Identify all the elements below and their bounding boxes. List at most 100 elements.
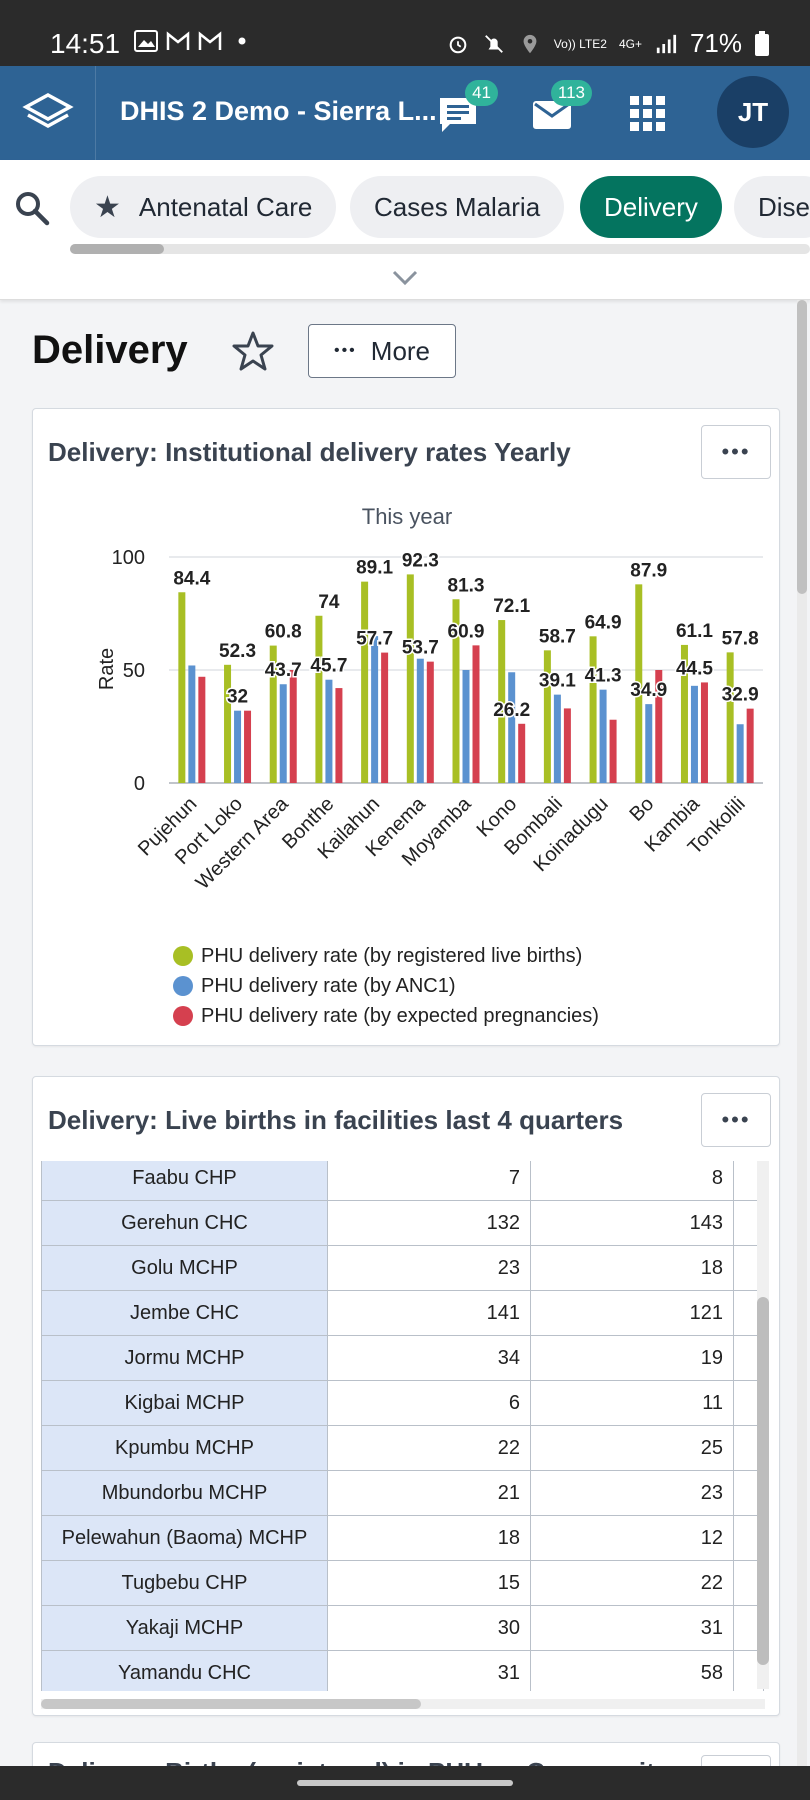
chip-disease[interactable]: Dise [734, 176, 810, 238]
value-cell: 25 [530, 1425, 734, 1471]
data-label: 34.9 [630, 680, 667, 701]
bar[interactable] [599, 689, 607, 783]
chip-cases-malaria[interactable]: Cases Malaria [350, 176, 565, 238]
table-row: Mbundorbu MCHP 21 23 [41, 1470, 764, 1516]
table-row: Pelewahun (Baoma) MCHP 18 12 [41, 1515, 764, 1561]
y-axis-label: Rate [96, 648, 118, 690]
chevron-down-icon[interactable] [392, 270, 418, 286]
bar[interactable] [609, 719, 617, 783]
bar[interactable] [325, 679, 333, 783]
chip-antenatal-care[interactable]: ★ Antenatal Care [70, 176, 337, 238]
bar[interactable] [315, 615, 323, 783]
page-scrollbar-thumb[interactable] [797, 300, 807, 594]
bar[interactable] [736, 724, 744, 783]
bar[interactable] [589, 636, 597, 783]
bar[interactable] [381, 652, 389, 783]
bar[interactable] [472, 645, 480, 783]
data-label: 39.1 [539, 671, 576, 692]
bar[interactable] [655, 670, 663, 783]
bar[interactable] [518, 723, 526, 783]
legend-item[interactable]: PHU delivery rate (by expected pregnanci… [173, 1001, 599, 1031]
legend-item[interactable]: PHU delivery rate (by registered live bi… [173, 941, 599, 971]
dhis2-logo[interactable] [0, 66, 96, 160]
value-cell: 121 [530, 1290, 734, 1336]
bar[interactable] [279, 684, 287, 783]
email-button[interactable]: 113 [530, 80, 592, 136]
battery-icon [755, 30, 769, 56]
data-label: 81.3 [448, 575, 485, 596]
bar[interactable] [244, 710, 252, 783]
chart-card: Delivery: Institutional delivery rates Y… [32, 408, 780, 1046]
data-label: 53.7 [402, 638, 439, 659]
bar[interactable] [462, 670, 470, 783]
bar[interactable] [553, 694, 561, 783]
data-label: 32.9 [722, 685, 759, 706]
value-cell: 7 [327, 1161, 531, 1201]
bar[interactable] [178, 592, 186, 783]
bar[interactable] [726, 652, 734, 783]
chat-icon [440, 98, 476, 132]
org-unit-cell: Kigbai MCHP [41, 1380, 328, 1426]
table-card-menu-button[interactable]: ••• [701, 1093, 771, 1147]
bar[interactable] [635, 584, 643, 783]
data-label: 61.1 [676, 621, 713, 642]
bar[interactable] [680, 644, 688, 783]
value-cell: 6 [327, 1380, 531, 1426]
mail-icon [533, 101, 571, 129]
data-label: 84.4 [173, 568, 210, 589]
home-gesture-pill[interactable] [297, 1780, 513, 1786]
messages-button[interactable]: 41 [436, 80, 498, 136]
bar[interactable] [416, 658, 424, 783]
bar[interactable] [746, 708, 754, 783]
bar[interactable] [224, 664, 232, 783]
dhis2-logo-icon [21, 93, 74, 128]
pivot-table[interactable]: Faabu CHP 7 8 Gerehun CHC 132 143 Golu MCHP 23 1… [41, 1161, 765, 1691]
bar[interactable] [508, 672, 516, 783]
y-tick-label: 100 [112, 547, 145, 569]
bar[interactable] [361, 581, 369, 783]
network-label: Vo)) LTE2 [553, 36, 607, 51]
table-row: Jormu MCHP 34 19 [41, 1335, 764, 1381]
bar[interactable] [371, 636, 379, 783]
page-scrollbar[interactable] [797, 300, 807, 1766]
value-cell: 132 [327, 1200, 531, 1246]
chip-label: Cases Malaria [374, 191, 541, 222]
bar[interactable] [498, 620, 506, 783]
bar[interactable] [563, 708, 571, 783]
bar[interactable] [426, 661, 434, 783]
value-cell: 21 [327, 1470, 531, 1516]
chart-card-menu-button[interactable]: ••• [701, 425, 771, 479]
bar-chart: This year Rate 0 50 100 84.4 52.3 32 60.8 43.7… [96, 504, 763, 894]
bar[interactable] [452, 599, 460, 783]
chip-delivery[interactable]: Delivery [580, 176, 722, 238]
table-row: Faabu CHP 7 8 [41, 1161, 764, 1201]
value-cell: 58 [530, 1650, 734, 1691]
bar[interactable] [188, 665, 196, 783]
chip-label: Antenatal Care [138, 191, 313, 222]
star-outline-icon[interactable] [232, 330, 274, 372]
value-cell: 11 [530, 1380, 734, 1426]
bar[interactable] [645, 704, 653, 783]
app-header: DHIS 2 Demo - Sierra L... 41 113 JT [0, 66, 810, 160]
user-avatar[interactable]: JT [717, 76, 789, 148]
bar[interactable] [335, 688, 343, 783]
bar[interactable] [700, 682, 708, 783]
bar[interactable] [234, 710, 242, 783]
org-unit-cell: Jembe CHC [41, 1290, 328, 1336]
legend-item[interactable]: PHU delivery rate (by ANC1) [173, 971, 599, 1001]
bar[interactable] [289, 670, 297, 783]
bar[interactable] [543, 650, 551, 783]
bar[interactable] [198, 676, 206, 783]
chips-scrollbar[interactable] [70, 244, 810, 254]
table-horizontal-scrollbar-thumb[interactable] [41, 1699, 421, 1709]
table-vertical-scrollbar-thumb[interactable] [757, 1297, 769, 1665]
bar[interactable] [269, 645, 277, 783]
bar[interactable] [690, 685, 698, 783]
data-label: 44.5 [676, 658, 713, 679]
data-label: 45.7 [310, 656, 347, 677]
apps-button[interactable] [626, 92, 670, 136]
search-icon[interactable] [12, 188, 52, 228]
chips-scrollbar-thumb[interactable] [70, 244, 164, 254]
more-button[interactable]: ••• More [308, 324, 456, 378]
bar[interactable] [406, 574, 414, 783]
